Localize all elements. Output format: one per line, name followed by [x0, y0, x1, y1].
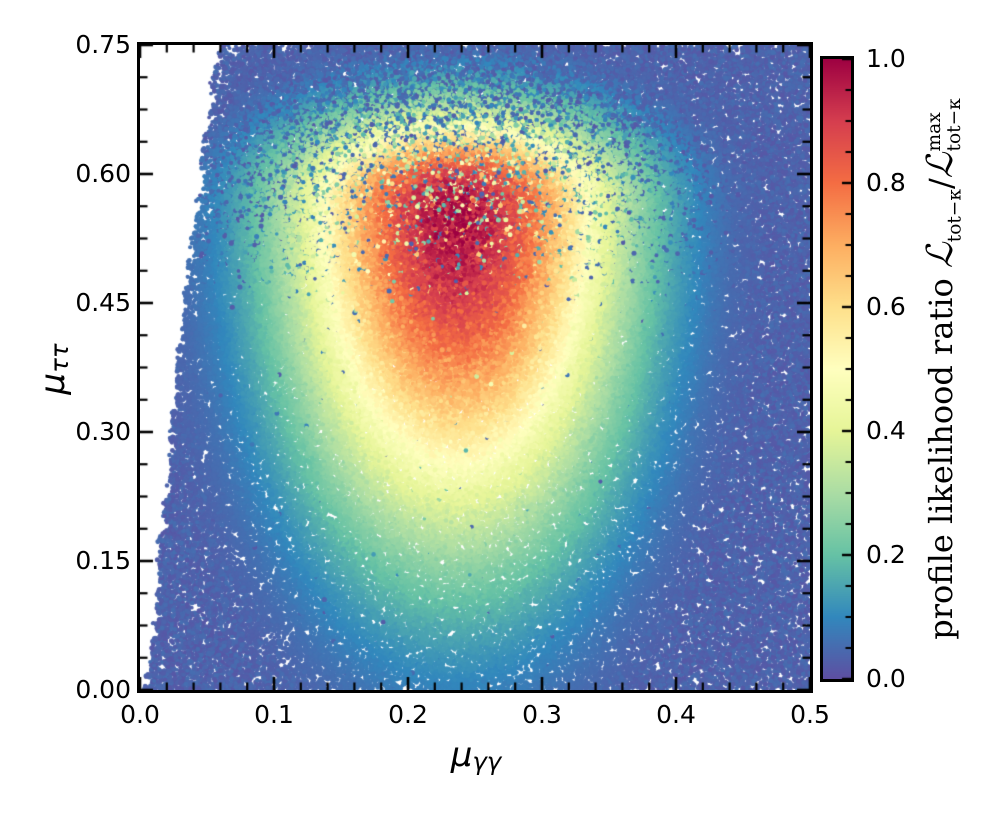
x-tick-label-0.5: 0.5	[790, 700, 830, 729]
denominator-superscript: max	[923, 112, 945, 152]
fraction-slash: /	[922, 178, 960, 190]
y-axis-label: μττ	[31, 299, 75, 439]
y-tick-label-0.00: 0.00	[75, 675, 131, 704]
x-tick-label-0.0: 0.0	[120, 700, 160, 729]
x-tick-label-0.2: 0.2	[388, 700, 428, 729]
y-tick-label-0.60: 0.60	[75, 159, 131, 188]
x-axis-label: μγγ	[406, 733, 546, 777]
colorbar-axis-label: profile likelihood ratio ℒtot−κ/ℒ max tot−…	[919, 29, 965, 709]
scatter-plot-canvas	[137, 42, 813, 693]
colorbar-canvas	[820, 56, 854, 682]
colorbar-label-text: profile likelihood ratio	[922, 268, 960, 640]
x-axis-label-symbol: μ	[450, 735, 473, 775]
script-L-icon: ℒ	[920, 242, 961, 269]
colorbar-tick-label-0.6: 0.6	[866, 292, 906, 321]
colorbar-tick-label-0.4: 0.4	[866, 416, 906, 445]
x-tick-label-0.1: 0.1	[254, 700, 294, 729]
denominator-scripts: max tot−κ	[923, 98, 967, 152]
colorbar-tick-label-0.2: 0.2	[866, 540, 906, 569]
y-tick-label-0.75: 0.75	[75, 30, 131, 59]
x-axis-label-subscript: γγ	[472, 747, 502, 777]
y-axis-label-symbol: μ	[33, 372, 73, 395]
denominator-subscript: tot−κ	[944, 98, 966, 152]
colorbar-tick-label-1.0: 1.0	[866, 44, 906, 73]
colorbar-tick-label-0.8: 0.8	[866, 168, 906, 197]
y-tick-label-0.45: 0.45	[75, 288, 131, 317]
colorbar-tick-label-0.0: 0.0	[866, 664, 906, 693]
numerator-subscript: tot−κ	[944, 189, 966, 243]
x-tick-label-0.3: 0.3	[522, 700, 562, 729]
x-tick-label-0.4: 0.4	[656, 700, 696, 729]
script-L-icon: ℒ	[920, 152, 961, 179]
y-tick-label-0.15: 0.15	[75, 546, 131, 575]
likelihood-numerator: ℒtot−κ	[920, 189, 965, 269]
y-tick-label-0.30: 0.30	[75, 417, 131, 446]
y-axis-label-subscript: ττ	[45, 343, 75, 373]
